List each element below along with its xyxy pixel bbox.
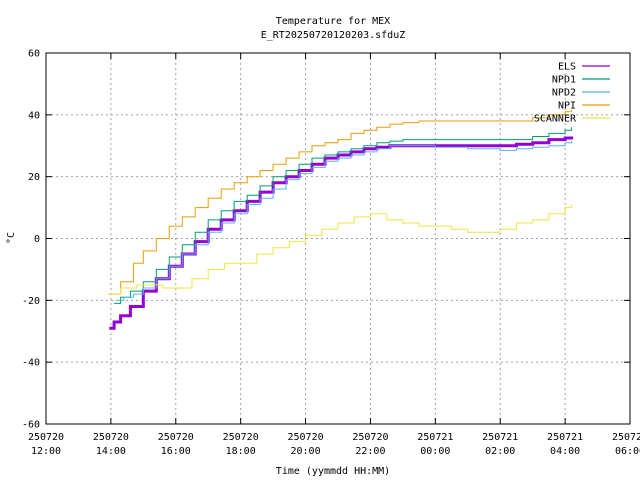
y-tick-label: 20 <box>28 172 40 183</box>
legend-label-npd2: NPD2 <box>552 88 576 99</box>
x-tick-label-date: 250720 <box>287 432 323 443</box>
x-tick-label-date: 250721 <box>612 432 640 443</box>
x-tick-label-date: 250721 <box>417 432 453 443</box>
x-tick-label-date: 250720 <box>223 432 259 443</box>
x-axis-label: Time (yymmdd HH:MM) <box>276 466 390 477</box>
y-tick-label: -40 <box>22 358 40 369</box>
y-tick-label: 60 <box>28 49 40 60</box>
legend-label-npd1: NPD1 <box>552 75 576 86</box>
x-tick-label-time: 02:00 <box>485 446 515 457</box>
x-tick-label-date: 250720 <box>28 432 64 443</box>
x-tick-label-time: 16:00 <box>161 446 191 457</box>
x-tick-label-date: 250720 <box>158 432 194 443</box>
x-tick-label-time: 22:00 <box>355 446 385 457</box>
y-axis-label: °C <box>6 232 17 244</box>
axis-ticks: -60 -40 -20 0 20 40 60 250720 12:00 250720 14:00 25… <box>22 49 640 458</box>
x-tick-label-date: 250720 <box>352 432 388 443</box>
grid <box>46 53 630 424</box>
x-tick-label-time: 20:00 <box>291 446 321 457</box>
x-tick-label-time: 04:00 <box>550 446 580 457</box>
series-line-npd2 <box>117 141 573 301</box>
x-tick-label-time: 14:00 <box>96 446 126 457</box>
x-tick-label-time: 00:00 <box>420 446 450 457</box>
series-line-els <box>109 136 574 330</box>
x-tick-label-date: 250720 <box>93 432 129 443</box>
y-tick-label: -20 <box>22 296 40 307</box>
legend: ELS NPD1 NPD2 NPI SCANNER <box>534 62 610 125</box>
series-line-scanner <box>107 204 573 295</box>
x-tick-label-date: 250721 <box>547 432 583 443</box>
series-lines <box>107 110 574 330</box>
legend-label-els: ELS <box>558 62 576 73</box>
x-tick-label-time: 18:00 <box>226 446 256 457</box>
series-line-npd1 <box>114 127 573 304</box>
y-tick-label: -60 <box>22 420 40 431</box>
chart-title: Temperature for MEX <box>276 16 390 27</box>
legend-label-scanner: SCANNER <box>534 114 577 125</box>
y-tick-label: 0 <box>34 234 40 245</box>
chart-subtitle: E_RT20250720120203.sfduZ <box>261 30 406 41</box>
x-tick-label-time: 06:00 <box>615 446 640 457</box>
y-tick-label: 40 <box>28 110 40 121</box>
x-tick-label-time: 12:00 <box>31 446 61 457</box>
series-line-npi <box>110 110 573 295</box>
x-tick-label-date: 250721 <box>482 432 518 443</box>
legend-label-npi: NPI <box>558 101 576 112</box>
